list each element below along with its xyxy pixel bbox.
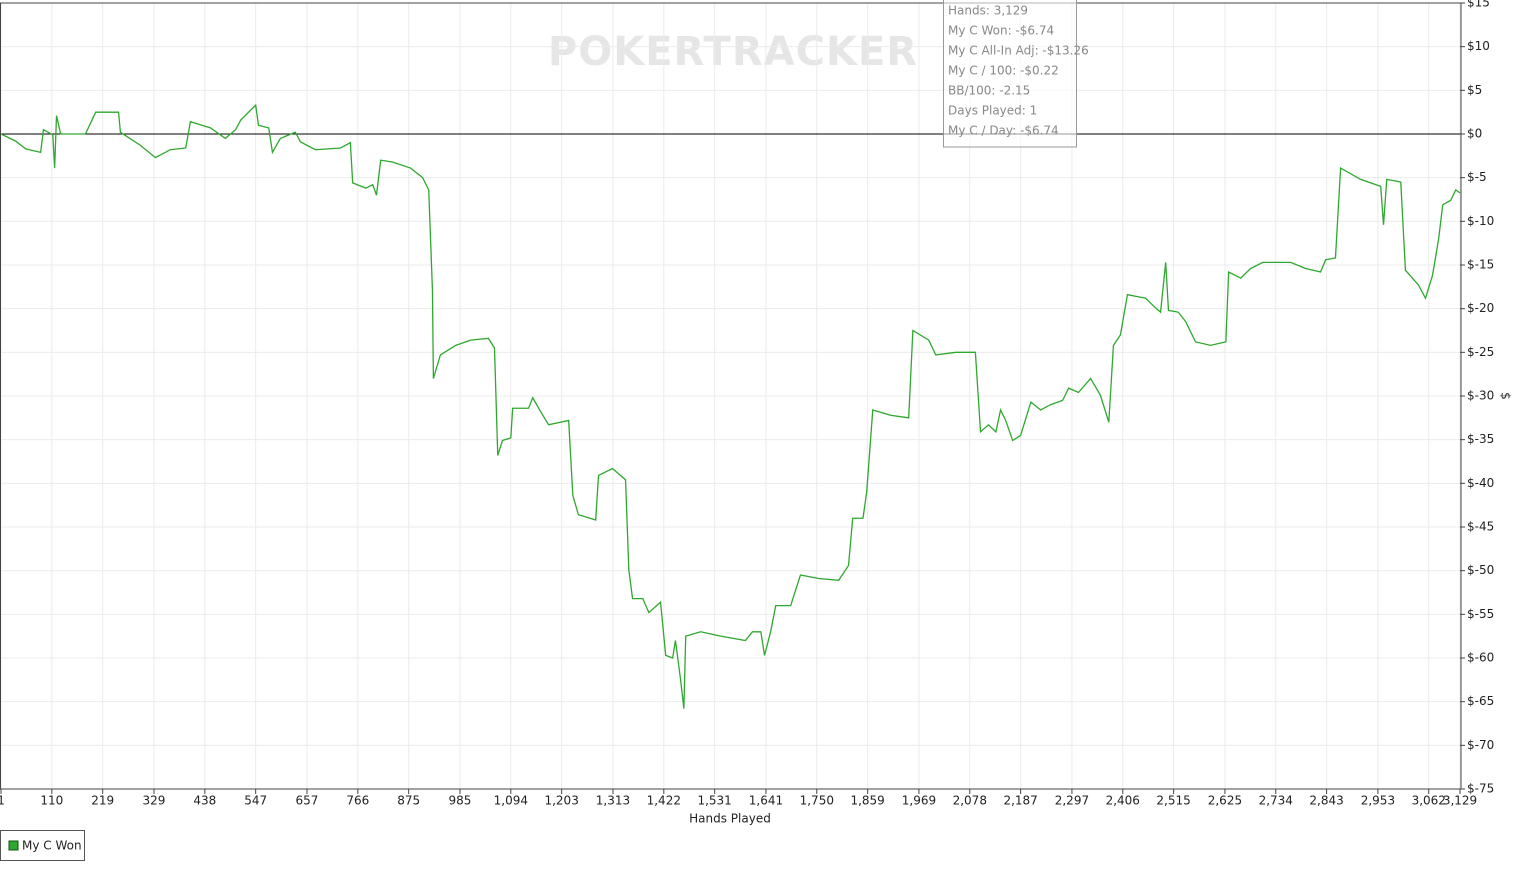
x-tick-label: 547	[244, 794, 267, 808]
y-tick-label: $-75	[1467, 782, 1494, 796]
tooltip-line: Days Played: 1	[948, 104, 1037, 118]
x-tick-label: 2,843	[1309, 794, 1343, 808]
tooltip-box	[943, 0, 1077, 148]
tooltip-line: My C Won: -$6.74	[948, 24, 1054, 38]
x-tick-label: 2,625	[1208, 794, 1242, 808]
y-tick-label: $-10	[1467, 214, 1494, 228]
y-tick-label: $-60	[1467, 651, 1494, 665]
x-tick-label: 2,515	[1156, 794, 1190, 808]
x-tick-label: 1,859	[850, 794, 884, 808]
x-tick-label: 329	[143, 794, 166, 808]
tooltip-line: Hands: 3,129	[948, 4, 1028, 18]
y-tick-label: $-20	[1467, 301, 1494, 315]
y-tick-label: $-70	[1467, 738, 1494, 752]
x-tick-label: 110	[40, 794, 63, 808]
tooltip-line: My C / Day: -$6.74	[948, 124, 1059, 138]
x-tick-label: 2,297	[1055, 794, 1089, 808]
x-tick-label: 1,641	[749, 794, 783, 808]
x-tick-label: 1,203	[544, 794, 578, 808]
x-tick-label: 3,129	[1443, 794, 1477, 808]
x-tick-label: 1	[0, 794, 5, 808]
tooltip-line: My C / 100: -$0.22	[948, 64, 1059, 78]
y-tick-label: $-40	[1467, 476, 1494, 490]
x-tick-label: 1,531	[697, 794, 731, 808]
y-tick-label: $-30	[1467, 389, 1494, 403]
tooltip-line: My C All-In Adj: -$13.26	[948, 44, 1089, 58]
x-tick-label: 657	[296, 794, 319, 808]
grid	[0, 2, 1461, 790]
x-axis-label: Hands Played	[689, 812, 771, 826]
x-tick-label: 2,078	[953, 794, 987, 808]
y-tick-label: $-5	[1467, 170, 1487, 184]
legend-label: My C Won	[22, 839, 82, 853]
y-tick-label: $10	[1467, 39, 1490, 53]
x-tick-label: 766	[346, 794, 369, 808]
x-tick-label: 1,094	[494, 794, 528, 808]
y-tick-label: $-55	[1467, 607, 1494, 621]
x-tick-label: 1,422	[647, 794, 681, 808]
y-tick-label: $-15	[1467, 258, 1494, 272]
x-tick-label: 1,313	[596, 794, 630, 808]
y-tick-label: $-35	[1467, 432, 1494, 446]
x-tick-label: 219	[91, 794, 114, 808]
x-tick-label: 2,187	[1003, 794, 1037, 808]
y-tick-label: $-25	[1467, 345, 1494, 359]
x-tick-label: 985	[449, 794, 472, 808]
y-tick-label: $-45	[1467, 520, 1494, 534]
tooltip-line: BB/100: -2.15	[948, 84, 1030, 98]
y-tick-label: $0	[1467, 127, 1482, 141]
y-tick-label: $5	[1467, 83, 1482, 97]
x-tick-label: 2,953	[1361, 794, 1395, 808]
y-tick-label: $15	[1467, 0, 1490, 10]
x-tick-label: 438	[193, 794, 216, 808]
data-line	[0, 103, 1461, 709]
legend-swatch	[8, 840, 19, 851]
x-tick-label: 3,062	[1412, 794, 1446, 808]
x-tick-label: 2,406	[1106, 794, 1140, 808]
x-tick-label: 1,750	[800, 794, 834, 808]
x-tick-label: 2,734	[1259, 794, 1293, 808]
x-tick-label: 1,969	[902, 794, 936, 808]
x-tick-label: 875	[397, 794, 420, 808]
y-tick-label: $-50	[1467, 563, 1494, 577]
y-axis-label: $	[1499, 392, 1513, 400]
watermark: POKERTRACKER	[548, 29, 918, 75]
y-tick-label: $-65	[1467, 694, 1494, 708]
